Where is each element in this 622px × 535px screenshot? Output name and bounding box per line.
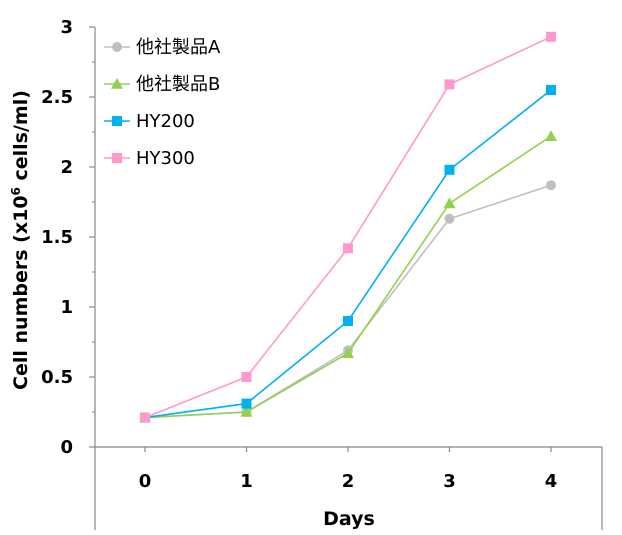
- legend-swatch-marker: [112, 116, 122, 126]
- x-tick-label: 0: [139, 471, 152, 492]
- data-point: [241, 372, 252, 382]
- y-tick-labels: 0 0.5 1 1.5 2 2.5 3: [41, 17, 73, 458]
- y-tick-label: 0: [60, 437, 73, 458]
- y-axis-title: Cell numbers (x106 cells/ml): [9, 90, 32, 390]
- y-axis-title-suffix: cells/ml): [10, 90, 32, 187]
- data-point: [140, 412, 150, 423]
- series-layer: [139, 31, 557, 423]
- data-point: [343, 316, 353, 326]
- legend-item: HY300: [104, 148, 195, 169]
- series-line: [144, 135, 552, 419]
- data-point: [546, 85, 556, 95]
- x-tick-label: 2: [342, 471, 355, 492]
- legend-item: HY200: [104, 111, 195, 132]
- y-tick-label: 2: [60, 157, 73, 178]
- legend-swatch-marker: [112, 153, 122, 163]
- series-3: [140, 85, 556, 423]
- axes: [89, 26, 603, 530]
- x-axis-title: Days: [323, 508, 375, 530]
- y-tick-label: 1: [60, 297, 73, 318]
- x-tick-label: 1: [240, 471, 253, 492]
- data-point: [342, 347, 354, 358]
- data-point: [546, 180, 556, 191]
- legend-label: HY300: [136, 148, 195, 169]
- series-1: [140, 180, 556, 423]
- series-line: [144, 184, 552, 419]
- x-tick-label: 4: [545, 471, 558, 492]
- y-tick-label: 1.5: [41, 227, 73, 248]
- legend: 他社製品A 他社製品B HY200 HY300: [104, 37, 221, 169]
- legend-label: 他社製品A: [136, 37, 221, 58]
- y-axis-title-prefix: Cell numbers (x10: [10, 195, 32, 389]
- legend-label: HY200: [136, 111, 195, 132]
- legend-item: 他社製品A: [104, 37, 221, 58]
- data-point: [444, 164, 455, 175]
- y-tick-label: 0.5: [41, 367, 73, 388]
- legend-swatch-marker: [111, 78, 123, 89]
- y-tick-label: 2.5: [41, 87, 73, 108]
- y-tick-label: 3: [60, 17, 73, 38]
- legend-swatch-marker: [112, 42, 122, 52]
- data-point: [545, 130, 557, 141]
- data-point: [241, 398, 252, 409]
- data-point: [443, 197, 456, 209]
- legend-label: 他社製品B: [136, 74, 220, 95]
- series-4: [140, 31, 556, 423]
- data-point: [546, 31, 556, 42]
- series-line: [144, 89, 552, 419]
- legend-item: 他社製品B: [104, 74, 220, 95]
- data-point: [444, 213, 455, 224]
- data-point: [240, 406, 253, 417]
- x-tick-label: 3: [443, 471, 456, 492]
- x-tick-labels: 0 1 2 3 4: [139, 471, 558, 492]
- series-2: [139, 130, 557, 423]
- data-point: [444, 79, 455, 90]
- y-axis-title-sup: 6: [9, 187, 23, 195]
- data-point: [343, 243, 353, 254]
